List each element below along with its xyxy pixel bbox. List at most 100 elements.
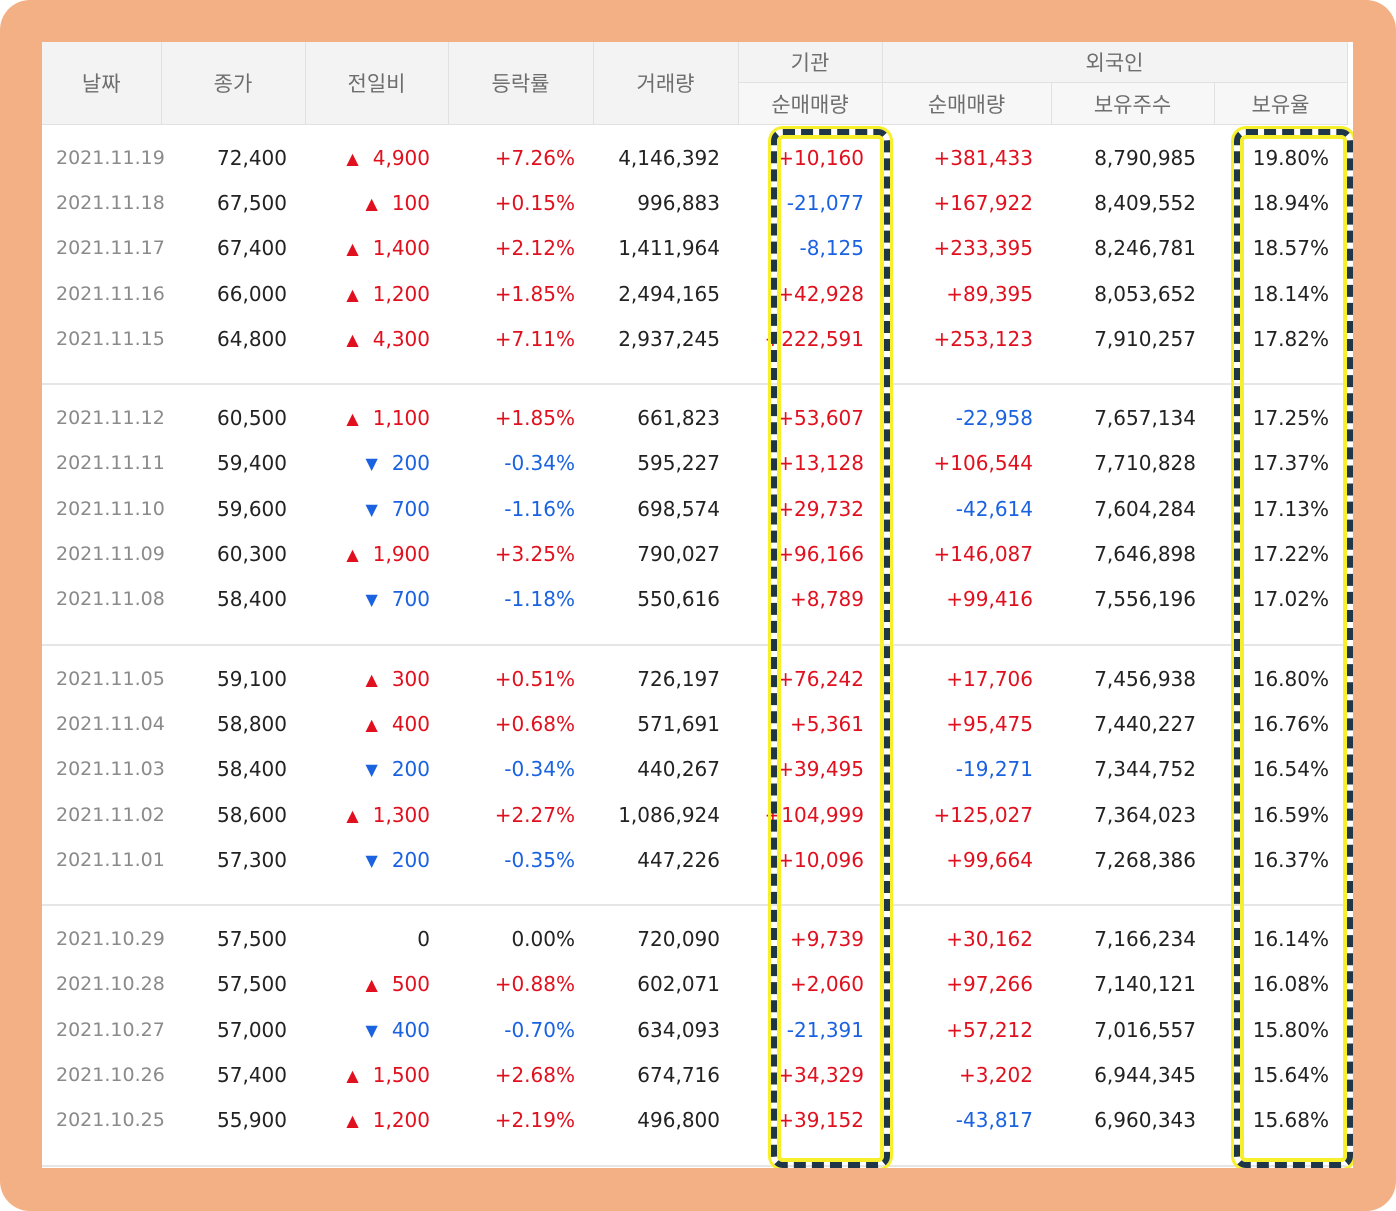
holdings-cell: 6,944,345 — [1094, 1062, 1196, 1087]
rate-cell: -0.70% — [504, 1017, 575, 1042]
volume-cell: 726,197 — [637, 666, 720, 691]
change-cell: ▲ 1,500 — [305, 1052, 448, 1097]
close-cell: 57,300 — [217, 847, 287, 872]
volume-cell: 996,883 — [637, 190, 720, 215]
holdings-cell: 7,556,196 — [1094, 587, 1196, 612]
change-cell: ▲ 300 — [305, 656, 448, 701]
close-cell: 66,000 — [217, 281, 287, 306]
change-value: 4,300 — [372, 326, 430, 351]
col-institution: 기관 — [738, 42, 883, 83]
rate-cell: 0.00% — [511, 927, 575, 952]
volume-cell: 674,716 — [637, 1062, 720, 1087]
rate-cell: -0.34% — [504, 451, 575, 476]
rate-cell: -1.16% — [504, 496, 575, 521]
hold-ratio-cell: 15.64% — [1252, 1062, 1329, 1087]
volume-cell: 1,086,924 — [618, 802, 720, 827]
holdings-cell: 8,246,781 — [1094, 236, 1196, 261]
rate-cell: +7.11% — [494, 326, 575, 351]
group-divider — [42, 361, 1347, 386]
inst-net-cell: +13,128 — [777, 451, 864, 476]
date-cell: 2021.11.10 — [56, 497, 165, 520]
table-row: 2021.11.09 60,300 ▲ 1,900 +3.25% 790,027 +96,1… — [42, 531, 1347, 576]
rate-cell: +0.68% — [494, 711, 575, 736]
table-row: 2021.10.26 57,400 ▲ 1,500 +2.68% 674,716 +34,3… — [42, 1052, 1347, 1097]
close-cell: 59,600 — [217, 496, 287, 521]
col-close: 종가 — [161, 42, 306, 125]
close-cell: 57,500 — [217, 972, 287, 997]
volume-cell: 698,574 — [637, 496, 720, 521]
foreign-net-cell: +30,162 — [946, 927, 1033, 952]
table-row: 2021.11.05 59,100 ▲ 300 +0.51% 726,197 +76,242… — [42, 656, 1347, 701]
col-inst-net: 순매매량 — [738, 82, 883, 125]
table-row: 2021.11.18 67,500 ▲ 100 +0.15% 996,883 -21,077… — [42, 180, 1347, 225]
holdings-cell: 7,657,134 — [1094, 406, 1196, 431]
inst-net-cell: +39,495 — [777, 757, 864, 782]
inst-net-cell: +104,999 — [764, 802, 864, 827]
hold-ratio-cell: 18.57% — [1252, 236, 1329, 261]
inst-net-cell: +10,160 — [777, 145, 864, 170]
volume-cell: 2,937,245 — [618, 326, 720, 351]
col-holdings: 보유주수 — [1051, 82, 1215, 125]
foreign-net-cell: -19,271 — [955, 757, 1033, 782]
rate-cell: +0.51% — [494, 666, 575, 691]
volume-cell: 440,267 — [637, 757, 720, 782]
foreign-net-cell: -42,614 — [955, 496, 1033, 521]
change-cell: ▼ 200 — [305, 747, 448, 792]
foreign-net-cell: +106,544 — [933, 451, 1033, 476]
table-row: 2021.11.10 59,600 ▼ 700 -1.16% 698,574 +29,732… — [42, 486, 1347, 531]
table-row: 2021.11.04 58,800 ▲ 400 +0.68% 571,691 +5,361 +… — [42, 701, 1347, 746]
up-triangle-icon: ▲ — [346, 329, 359, 349]
foreign-net-cell: +89,395 — [946, 281, 1033, 306]
hold-ratio-cell: 17.02% — [1252, 587, 1329, 612]
date-cell: 2021.11.18 — [56, 191, 165, 214]
foreign-net-cell: +57,212 — [946, 1017, 1033, 1042]
change-cell: ▲ 1,200 — [305, 1098, 448, 1143]
inst-net-cell: +5,361 — [789, 711, 864, 736]
volume-cell: 634,093 — [637, 1017, 720, 1042]
close-cell: 58,800 — [217, 711, 287, 736]
table-row: 2021.11.17 67,400 ▲ 1,400 +2.12% 1,411,964 -8,… — [42, 226, 1347, 271]
col-rate: 등락률 — [448, 42, 594, 125]
hold-ratio-cell: 18.14% — [1252, 281, 1329, 306]
group-divider — [42, 882, 1347, 907]
up-triangle-icon: ▲ — [346, 1065, 359, 1085]
table-row: 2021.11.15 64,800 ▲ 4,300 +7.11% 2,937,245 +22… — [42, 316, 1347, 361]
col-change: 전일비 — [305, 42, 449, 125]
date-cell: 2021.11.04 — [56, 712, 165, 735]
up-triangle-icon: ▲ — [346, 545, 359, 565]
up-triangle-icon: ▲ — [365, 975, 378, 995]
group-divider — [42, 621, 1347, 646]
date-cell: 2021.11.17 — [56, 237, 165, 260]
up-triangle-icon: ▲ — [346, 409, 359, 429]
inst-net-cell: -21,077 — [786, 190, 864, 215]
date-cell: 2021.11.02 — [56, 803, 165, 826]
change-cell: ▼ 700 — [305, 577, 448, 622]
change-value: 4,900 — [372, 145, 430, 170]
col-volume: 거래량 — [593, 42, 739, 125]
up-triangle-icon: ▲ — [346, 1111, 359, 1131]
inst-net-cell: +8,789 — [789, 587, 864, 612]
rate-cell: +0.88% — [494, 972, 575, 997]
rate-cell: +3.25% — [494, 542, 575, 567]
down-triangle-icon: ▼ — [365, 1020, 378, 1040]
change-cell: ▲ 4,300 — [305, 316, 448, 361]
up-triangle-icon: ▲ — [365, 193, 378, 213]
volume-cell: 602,071 — [637, 972, 720, 997]
change-cell: ▲ 100 — [305, 180, 448, 225]
change-value: 1,200 — [372, 281, 430, 306]
holdings-cell: 8,790,985 — [1094, 145, 1196, 170]
table-row: 2021.10.29 57,500 0 0.00% 720,090 +9,739 +30,1… — [42, 916, 1347, 961]
close-cell: 58,400 — [217, 587, 287, 612]
hold-ratio-cell: 17.22% — [1252, 542, 1329, 567]
institution-highlight — [771, 129, 890, 1168]
rate-cell: +2.12% — [494, 236, 575, 261]
down-triangle-icon: ▼ — [365, 760, 378, 780]
change-value: 300 — [391, 666, 430, 691]
holdings-cell: 8,053,652 — [1094, 281, 1196, 306]
change-cell: ▼ 400 — [305, 1007, 448, 1052]
hold-ratio-cell: 16.76% — [1252, 711, 1329, 736]
date-cell: 2021.11.12 — [56, 407, 165, 430]
date-cell: 2021.10.26 — [56, 1063, 165, 1086]
hold-ratio-cell: 17.25% — [1252, 406, 1329, 431]
close-cell: 59,400 — [217, 451, 287, 476]
